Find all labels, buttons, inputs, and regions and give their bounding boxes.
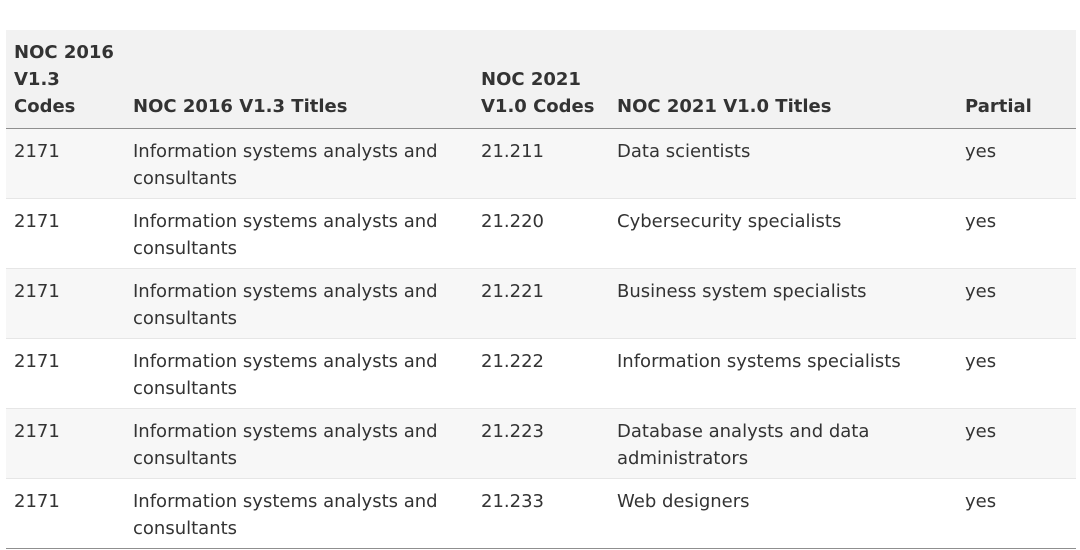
- header-noc2021-title: NOC 2021 V1.0 Titles: [609, 30, 957, 129]
- cell-partial: yes: [965, 141, 997, 162]
- cell-noc2016-title: Information systems analysts and consult…: [133, 421, 438, 469]
- table-row: 2171 Information systems analysts and co…: [6, 268, 1076, 339]
- header-noc2016-code-line1: NOC 2016: [14, 42, 114, 63]
- cell-noc2021-title: Information systems specialists: [617, 351, 901, 372]
- header-row: NOC 2016 V1.3 Codes NOC 2016 V1.3 Titles…: [6, 30, 1076, 129]
- header-noc2016-code: NOC 2016 V1.3 Codes: [6, 30, 125, 129]
- cell-noc2021-code: 21.223: [481, 421, 544, 442]
- table-body: 2171 Information systems analysts and co…: [6, 128, 1076, 549]
- cell-partial: yes: [965, 491, 997, 512]
- header-noc2021-code-line2: V1.0 Codes: [481, 96, 595, 117]
- cell-noc2016-title: Information systems analysts and consult…: [133, 281, 438, 329]
- cell-noc2021-title: Web designers: [617, 491, 750, 512]
- table-row: 2171 Information systems analysts and co…: [6, 128, 1076, 199]
- header-noc2016-title: NOC 2016 V1.3 Titles: [125, 30, 473, 129]
- cell-noc2016-code: 2171: [14, 491, 60, 512]
- cell-partial: yes: [965, 421, 997, 442]
- cell-noc2016-code: 2171: [14, 281, 60, 302]
- header-noc2021-code: NOC 2021 V1.0 Codes: [473, 30, 609, 129]
- cell-noc2016-title: Information systems analysts and consult…: [133, 351, 438, 399]
- table-row: 2171 Information systems analysts and co…: [6, 338, 1076, 409]
- cell-partial: yes: [965, 351, 997, 372]
- header-noc2016-code-line2: V1.3 Codes: [14, 69, 76, 117]
- cell-noc2016-code: 2171: [14, 351, 60, 372]
- table-row: 2171 Information systems analysts and co…: [6, 408, 1076, 479]
- cell-noc2021-title: Cybersecurity specialists: [617, 211, 842, 232]
- cell-noc2016-code: 2171: [14, 421, 60, 442]
- table-header: NOC 2016 V1.3 Codes NOC 2016 V1.3 Titles…: [6, 30, 1076, 129]
- cell-noc2021-code: 21.220: [481, 211, 544, 232]
- cell-noc2016-title: Information systems analysts and consult…: [133, 491, 438, 539]
- header-partial: Partial: [957, 30, 1076, 129]
- cell-noc2021-code: 21.233: [481, 491, 544, 512]
- noc-concordance-table: NOC 2016 V1.3 Codes NOC 2016 V1.3 Titles…: [6, 30, 1076, 549]
- cell-noc2021-title: Business system specialists: [617, 281, 867, 302]
- cell-noc2016-title: Information systems analysts and consult…: [133, 211, 438, 259]
- cell-partial: yes: [965, 281, 997, 302]
- cell-noc2021-code: 21.211: [481, 141, 544, 162]
- cell-noc2016-code: 2171: [14, 141, 60, 162]
- cell-noc2021-code: 21.222: [481, 351, 544, 372]
- header-noc2021-code-line1: NOC 2021: [481, 69, 581, 90]
- noc-concordance-table-container: NOC 2016 V1.3 Codes NOC 2016 V1.3 Titles…: [6, 30, 1076, 549]
- cell-noc2016-code: 2171: [14, 211, 60, 232]
- table-row: 2171 Information systems analysts and co…: [6, 478, 1076, 549]
- cell-noc2016-title: Information systems analysts and consult…: [133, 141, 438, 189]
- cell-noc2021-title: Database analysts and data administrator…: [617, 421, 870, 469]
- cell-partial: yes: [965, 211, 997, 232]
- table-row: 2171 Information systems analysts and co…: [6, 198, 1076, 269]
- cell-noc2021-title: Data scientists: [617, 141, 751, 162]
- cell-noc2021-code: 21.221: [481, 281, 544, 302]
